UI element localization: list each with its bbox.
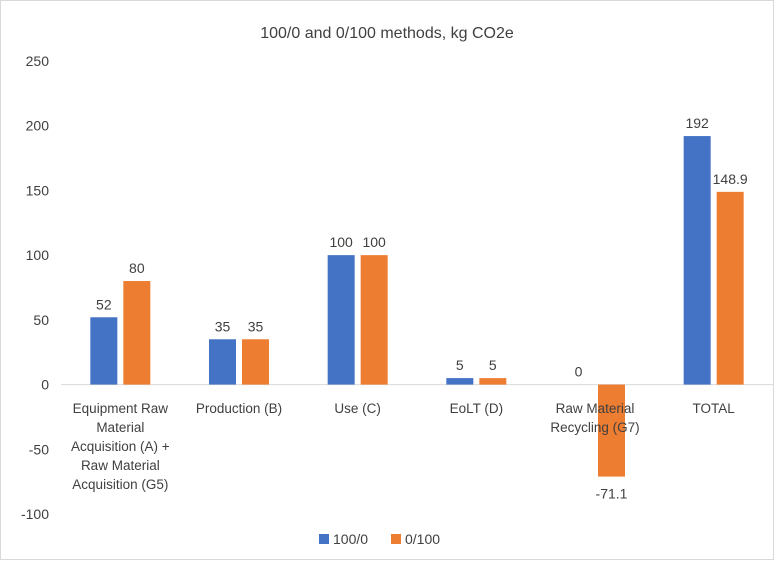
data-label: 5 bbox=[456, 357, 464, 373]
y-axis-ticks: 250 200 150 100 50 0 -50 -100 bbox=[21, 53, 49, 522]
data-label: 100 bbox=[362, 234, 386, 250]
x-tick-label-line: Acquisition (G5) bbox=[72, 477, 168, 492]
bar bbox=[716, 191, 744, 385]
x-tick-label: EoLT (D) bbox=[450, 401, 504, 416]
bar bbox=[479, 378, 507, 385]
data-label: 35 bbox=[215, 318, 231, 334]
x-tick-label-line: Equipment Raw bbox=[73, 401, 169, 416]
bar bbox=[209, 339, 236, 385]
bar bbox=[446, 378, 474, 385]
x-tick-label-line: EoLT (D) bbox=[450, 401, 504, 416]
x-tick-label-line: Raw Material bbox=[556, 401, 635, 416]
bar bbox=[327, 255, 355, 385]
y-tick-label: 100 bbox=[26, 247, 50, 263]
data-label: 80 bbox=[129, 260, 145, 276]
x-tick-label: Raw Material Recycling (G7) bbox=[550, 401, 639, 435]
data-label: 0 bbox=[575, 364, 583, 380]
x-tick-label-line: Material bbox=[96, 420, 144, 435]
x-tick-label: Equipment Raw Material Acquisition (A) + Ra… bbox=[71, 401, 170, 492]
x-tick-label-line: Acquisition (A) + bbox=[71, 439, 170, 454]
data-label: 52 bbox=[96, 296, 112, 312]
data-label: 192 bbox=[685, 115, 709, 131]
y-tick-label: 200 bbox=[26, 118, 50, 134]
bars bbox=[90, 136, 744, 477]
bar bbox=[598, 384, 625, 477]
y-tick-label: 0 bbox=[41, 377, 49, 393]
bar bbox=[360, 255, 388, 385]
y-tick-label: 250 bbox=[26, 53, 50, 69]
bar bbox=[242, 339, 269, 385]
x-tick-label-line: TOTAL bbox=[693, 401, 736, 416]
data-label: 100 bbox=[329, 234, 353, 250]
chart-title: 100/0 and 0/100 methods, kg CO2e bbox=[260, 25, 514, 42]
data-label: 5 bbox=[489, 357, 497, 373]
x-tick-label-line: Production (B) bbox=[196, 401, 282, 416]
x-axis-labels: Equipment Raw Material Acquisition (A) + Ra… bbox=[71, 401, 735, 492]
y-tick-label: -50 bbox=[29, 441, 49, 457]
legend-swatch bbox=[319, 534, 329, 544]
data-label: -71.1 bbox=[596, 486, 628, 502]
y-tick-label: 50 bbox=[33, 312, 49, 328]
x-tick-label: TOTAL bbox=[693, 401, 736, 416]
y-tick-label: -100 bbox=[21, 506, 49, 522]
legend-label: 100/0 bbox=[333, 531, 368, 547]
data-label: 35 bbox=[248, 318, 264, 334]
x-tick-label-line: Recycling (G7) bbox=[550, 420, 639, 435]
legend: 100/0 0/100 bbox=[319, 531, 440, 547]
bar bbox=[683, 136, 711, 385]
y-tick-label: 150 bbox=[26, 182, 50, 198]
data-labels: 52 80 35 35 100 100 5 5 0 -71.1 192 148.9 bbox=[96, 115, 748, 502]
bar bbox=[123, 281, 151, 385]
x-tick-label: Use (C) bbox=[334, 401, 381, 416]
legend-swatch bbox=[391, 534, 401, 544]
x-tick-label: Production (B) bbox=[196, 401, 282, 416]
data-label: 148.9 bbox=[713, 171, 748, 187]
x-tick-label-line: Use (C) bbox=[334, 401, 381, 416]
legend-label: 0/100 bbox=[405, 531, 440, 547]
x-tick-label-line: Raw Material bbox=[81, 458, 160, 473]
bar bbox=[90, 317, 118, 385]
